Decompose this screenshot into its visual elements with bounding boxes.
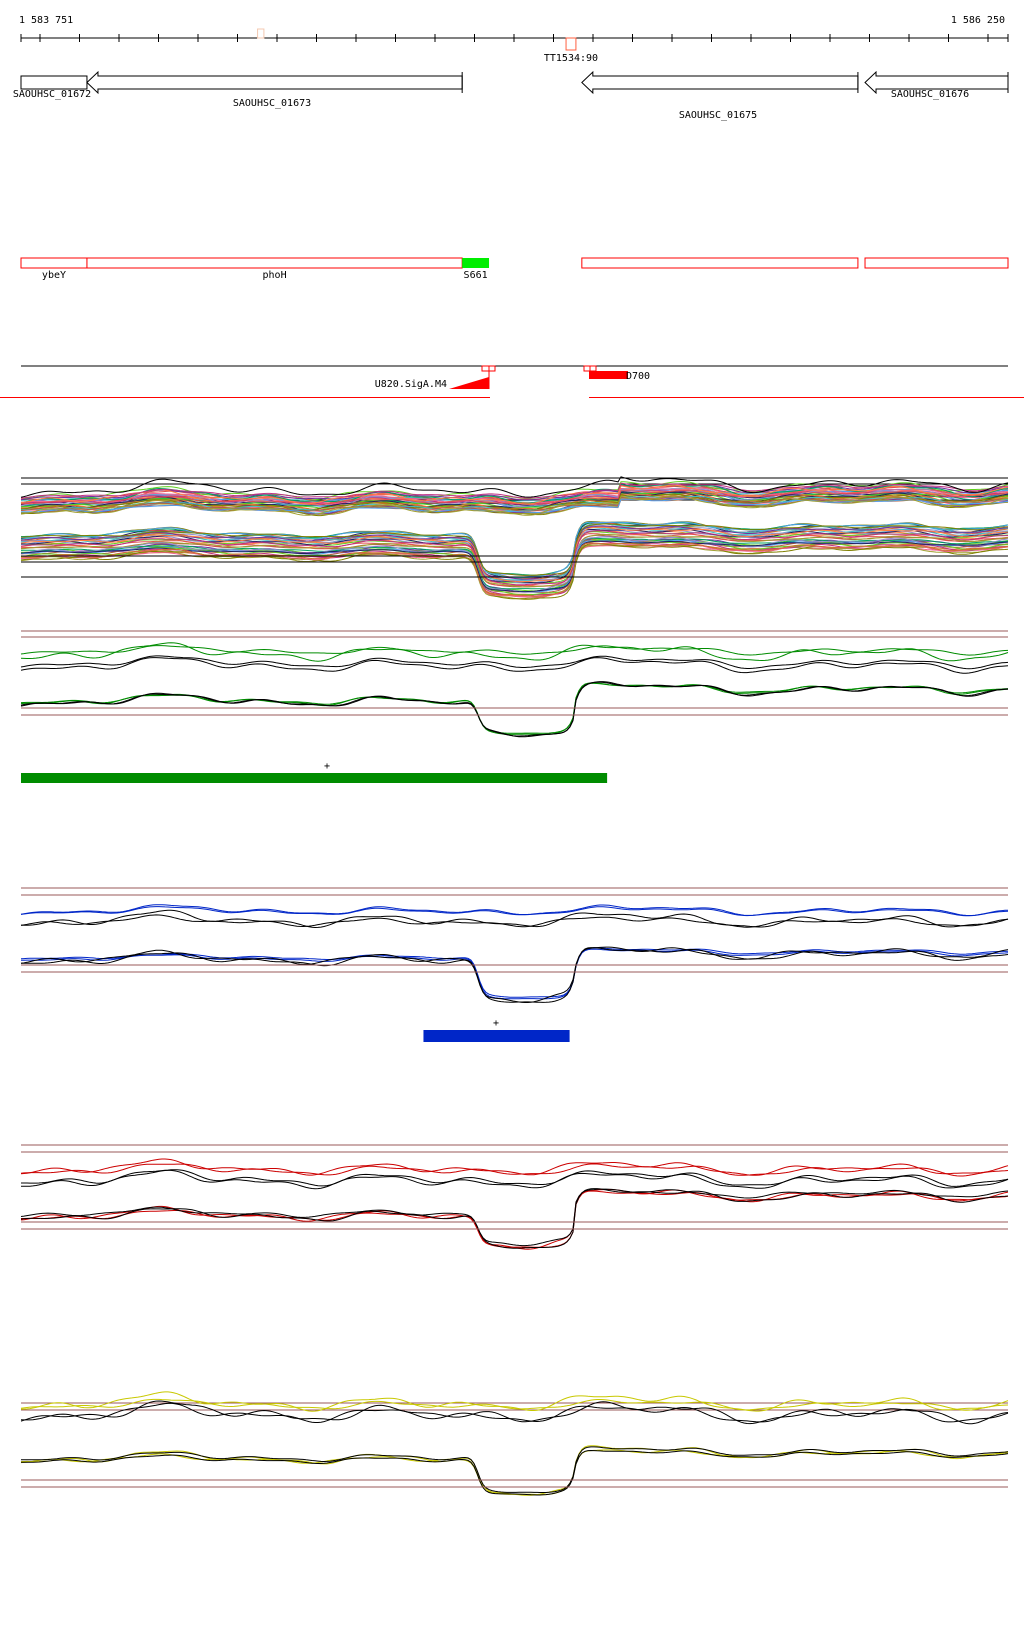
track-blue-condition: + [20,887,1009,1042]
expression-curve [21,542,1009,597]
annotation-box[interactable] [462,258,490,268]
expression-curve [20,1189,1009,1250]
expression-curve [21,1449,1009,1496]
promoter-signal-block[interactable] [589,371,628,379]
expression-curve [20,534,1009,588]
expression-curve [20,1402,1009,1423]
promoter-box[interactable] [488,365,496,372]
gene-saouhsc_01675[interactable]: SAOUHSC_01675 [581,70,859,121]
expression-curve [20,904,1009,916]
expression-curve [20,1158,1009,1176]
expression-curve [20,493,1009,511]
expression-curve [20,1188,1009,1249]
ruler-start-label: 1 583 751 [19,15,73,26]
expression-curve [20,482,1009,499]
gene-saouhsc_01673[interactable]: SAOUHSC_01673 [86,70,463,109]
coordinate-ruler: 1 583 751 1 586 250 TT1534:90 [19,15,1009,64]
expression-curve [21,493,1009,511]
annotation-label: S661 [464,270,488,281]
expression-curve [20,909,1009,929]
expression-curve [20,1163,1009,1177]
expression-curve [20,483,1009,501]
terminator-marker[interactable] [565,37,577,51]
expression-curve [20,523,1009,576]
expression-curve [20,495,1009,516]
segment-bar[interactable] [423,1030,570,1042]
gene-arrow[interactable] [581,70,859,95]
segment-strand-mark: + [493,1018,499,1029]
expression-curve [20,642,1009,662]
expression-curve [20,681,1009,738]
track-all-conditions [20,476,1009,600]
annotation-box[interactable] [581,257,859,269]
expression-curve [20,539,1009,596]
annotation-box[interactable] [864,257,1009,269]
expression-curve [20,657,1009,674]
gene-arrow[interactable] [86,70,463,95]
annotation-label: phoH [263,270,287,281]
expression-curve [21,1391,1009,1412]
gene-label: SAOUHSC_01675 [679,110,757,121]
expression-curve [20,534,1008,588]
promoter-box[interactable] [589,365,597,372]
expression-curve [20,536,1009,593]
ruler-ticks [20,34,1009,42]
terminator-label: TT1534:90 [544,53,598,64]
annotation-box[interactable] [20,257,88,269]
expression-curve [20,1398,1009,1411]
expression-curve [20,948,1009,1000]
expression-curve [20,536,1009,593]
expression-curve [20,946,1009,1003]
promoter-signal-ramp [449,377,489,389]
annotation-track: ybeY phoH S661 [20,257,1009,281]
gene-saouhsc_01672[interactable]: SAOUHSC_01672 [13,75,91,100]
expression-curve [20,1169,1009,1190]
promoter-box[interactable] [481,365,490,372]
expression-curve [20,489,1009,506]
expression-curve [20,542,1009,600]
gene-label: SAOUHSC_01676 [891,89,969,100]
promoter-box[interactable] [583,365,591,372]
expression-curve [20,655,1009,670]
promoter-left-label: U820.SigA.M4 [375,379,447,390]
gene-saouhsc_01676[interactable]: SAOUHSC_01676 [864,70,1009,100]
expression-curve [20,1449,1009,1496]
expression-curve [20,645,1009,656]
expression-curve [20,484,1009,505]
expression-curve [20,681,1009,737]
expression-curve [20,1446,1009,1493]
segment-bar[interactable] [21,773,608,783]
expression-curve [21,1190,1009,1248]
expression-curve [20,947,1009,1003]
gene-label: SAOUHSC_01672 [13,89,91,100]
position-marker[interactable] [257,28,265,39]
expression-curve [20,1400,1009,1425]
expression-curve [20,906,1009,917]
expression-curve [20,476,1009,498]
segment-strand-mark: + [324,761,330,772]
annotation-label: ybeY [42,270,66,281]
expression-curve [20,914,1009,928]
annotation-box[interactable] [86,257,463,269]
expression-curve [20,526,1009,583]
promoter-right-label: D700 [626,371,650,382]
expression-curve [20,530,1009,586]
ruler-end-label: 1 586 250 [951,15,1005,26]
gene-track: SAOUHSC_01672 SAOUHSC_01673 SAOUHSC_01675 S… [13,70,1009,121]
track-green-condition: + [20,630,1009,783]
gene-label: SAOUHSC_01673 [233,98,311,109]
track-red-condition [20,1144,1009,1250]
promoter-track: U820.SigA.M4 D700 [0,365,1024,398]
expression-curve [20,1188,1009,1247]
expression-tracks: ++ [20,476,1009,1496]
gene-box[interactable] [20,75,88,90]
expression-curve [21,1169,1009,1187]
track-yellow-condition [20,1391,1009,1496]
